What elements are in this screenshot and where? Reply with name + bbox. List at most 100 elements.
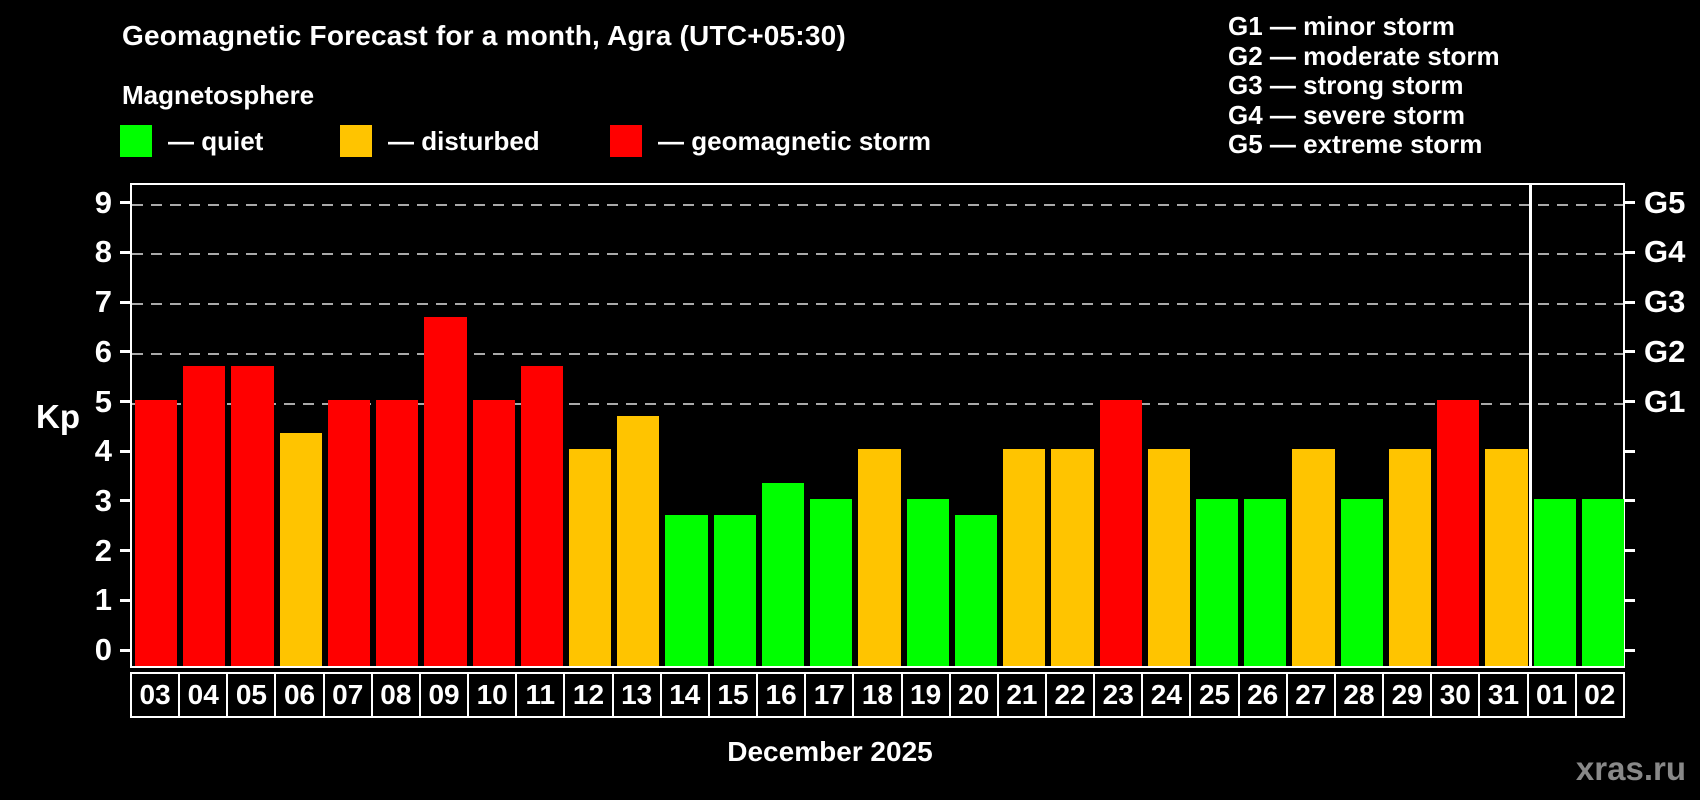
y-axis-label-4: 4 — [94, 433, 112, 469]
kp-bar-06 — [279, 432, 322, 666]
day-label-25: 25 — [1189, 672, 1240, 718]
y-axis-tick-right-7 — [1625, 300, 1635, 304]
legend-item-quiet: — quiet — [120, 124, 263, 158]
day-label-06: 06 — [274, 672, 325, 718]
y-axis-label-7: 7 — [94, 284, 112, 320]
kp-bar-07 — [327, 399, 371, 666]
y-axis-tick-right-2 — [1625, 549, 1635, 553]
gridline-kp7 — [132, 303, 1623, 306]
day-label-12: 12 — [563, 672, 614, 718]
gridline-kp9 — [132, 203, 1623, 206]
quiet-swatch-icon — [120, 125, 152, 157]
kp-bar-04 — [183, 366, 226, 666]
day-label-18: 18 — [852, 672, 903, 718]
legend-label-storm: — geomagnetic storm — [658, 125, 932, 156]
kp-bar-23 — [1099, 399, 1142, 666]
day-label-02: 02 — [1574, 672, 1625, 718]
kp-bar-08 — [376, 399, 419, 666]
day-label-31: 31 — [1478, 672, 1529, 718]
y-axis-tick-left-2 — [120, 549, 130, 553]
y-axis-tick-right-6 — [1625, 350, 1635, 354]
kp-bar-14 — [665, 515, 708, 666]
day-label-14: 14 — [659, 672, 710, 718]
g-scale-legend: G1 — minor storm G2 — moderate storm G3 … — [1228, 11, 1500, 160]
x-axis-title-month: December 2025 — [727, 736, 933, 767]
day-label-22: 22 — [1044, 672, 1096, 718]
kp-bar-28 — [1340, 498, 1383, 666]
magnetosphere-label: Magnetosphere — [122, 80, 315, 110]
y-axis-label-9: 9 — [94, 184, 112, 220]
kp-bar-21 — [1003, 449, 1046, 666]
day-label-19: 19 — [900, 672, 951, 718]
g-legend-line-g1: G1 — minor storm — [1228, 11, 1455, 41]
kp-bar-22 — [1051, 449, 1094, 666]
day-label-08: 08 — [370, 672, 421, 718]
y-axis-label-1: 1 — [94, 582, 112, 618]
kp-bar-29 — [1388, 449, 1432, 666]
y-axis-label-3: 3 — [94, 482, 112, 518]
kp-bar-09 — [424, 316, 467, 666]
y-axis-tick-right-1 — [1625, 598, 1635, 602]
kp-bar-30 — [1437, 399, 1480, 666]
y-axis-label-2: 2 — [94, 532, 112, 568]
kp-bar-03 — [135, 399, 178, 666]
day-label-11: 11 — [515, 672, 566, 718]
chart-title: Geomagnetic Forecast for a month, Agra (… — [122, 20, 846, 51]
disturbed-swatch-icon — [340, 125, 372, 157]
day-label-10: 10 — [467, 672, 518, 718]
y-axis-tick-left-7 — [120, 300, 130, 304]
day-label-26: 26 — [1237, 672, 1288, 718]
day-label-01: 01 — [1526, 672, 1577, 718]
g-axis-label-g3: G3 — [1644, 284, 1686, 320]
legend-item-disturbed: — disturbed — [340, 124, 540, 158]
storm-swatch-icon — [610, 125, 642, 157]
day-label-23: 23 — [1093, 672, 1144, 718]
gridline-kp8 — [132, 253, 1623, 256]
y-axis-tick-left-0 — [120, 648, 130, 652]
y-axis-tick-left-6 — [120, 350, 130, 354]
y-axis-tick-left-5 — [120, 400, 130, 403]
legend-label-quiet: — quiet — [168, 125, 264, 156]
plot-area — [130, 183, 1625, 668]
kp-bar-19 — [906, 498, 949, 666]
day-label-03: 03 — [130, 672, 181, 718]
day-label-16: 16 — [756, 672, 807, 718]
kp-bar-20 — [954, 515, 998, 666]
g-legend-line-g5: G5 — extreme storm — [1228, 129, 1483, 159]
kp-bar-16 — [761, 482, 805, 666]
g-legend-line-g4: G4 — severe storm — [1228, 99, 1466, 130]
y-axis-tick-left-4 — [120, 449, 130, 453]
kp-bar-01 — [1533, 498, 1576, 666]
y-axis-tick-right-8 — [1625, 250, 1635, 254]
day-label-27: 27 — [1285, 672, 1336, 718]
kp-bar-31 — [1485, 449, 1528, 666]
day-label-28: 28 — [1333, 672, 1385, 718]
day-label-30: 30 — [1430, 672, 1481, 718]
watermark-xras: xras.ru — [1575, 750, 1686, 787]
day-label-07: 07 — [322, 672, 373, 718]
day-label-29: 29 — [1382, 672, 1433, 718]
g-axis-label-g5: G5 — [1644, 184, 1686, 220]
day-label-04: 04 — [178, 672, 229, 718]
y-axis-label-8: 8 — [94, 234, 112, 270]
y-axis-tick-right-0 — [1625, 648, 1635, 652]
g-axis-label-g2: G2 — [1644, 333, 1686, 369]
kp-bar-02 — [1581, 498, 1624, 666]
legend-item-storm: — geomagnetic storm — [610, 124, 931, 158]
day-label-21: 21 — [996, 672, 1047, 718]
y-axis-label-0: 0 — [94, 632, 112, 667]
day-label-24: 24 — [1141, 672, 1192, 718]
y-axis-label-5: 5 — [94, 383, 112, 419]
kp-bar-18 — [858, 449, 901, 666]
kp-bar-26 — [1244, 498, 1287, 666]
y-axis-tick-right-4 — [1625, 449, 1635, 453]
kp-bar-24 — [1147, 449, 1190, 666]
y-axis-title-kp: Kp — [36, 398, 80, 435]
day-label-13: 13 — [611, 672, 662, 718]
kp-bar-10 — [472, 399, 515, 666]
g-legend-line-g2: G2 — moderate storm — [1228, 40, 1500, 71]
kp-bar-05 — [231, 366, 274, 666]
kp-bar-25 — [1195, 498, 1239, 666]
y-axis-tick-right-3 — [1625, 499, 1635, 503]
